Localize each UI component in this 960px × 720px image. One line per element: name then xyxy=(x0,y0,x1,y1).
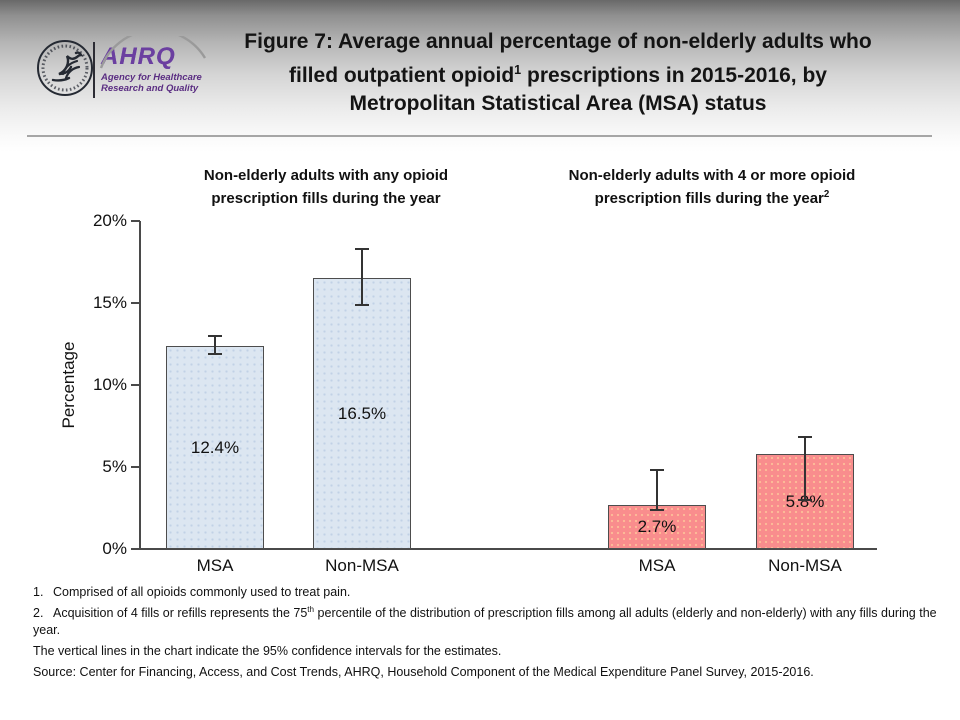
bar-value-label: 12.4% xyxy=(190,437,240,457)
figure-title-line1: Figure 7: Average annual percentage of n… xyxy=(244,30,872,53)
error-bar-cap-bottom xyxy=(798,498,812,501)
error-bar xyxy=(361,248,363,305)
bar-value-label: 5.8% xyxy=(785,491,825,511)
group-header-right: Non-elderly adults with 4 or more opioid… xyxy=(568,167,856,207)
header-gradient xyxy=(0,0,960,152)
y-tick-mark xyxy=(131,220,140,222)
logo-divider xyxy=(93,42,95,98)
y-tick-mark xyxy=(131,548,140,550)
bar-value-label: 2.7% xyxy=(637,517,677,536)
y-axis-line xyxy=(139,221,141,550)
error-bar xyxy=(214,335,216,354)
error-bar-cap-top xyxy=(208,334,222,337)
figure-title-line3: Metropolitan Statistical Area (MSA) stat… xyxy=(349,92,767,115)
bar-msa xyxy=(166,346,264,549)
header-divider xyxy=(27,135,932,137)
footnote-ref-1: 1 xyxy=(514,63,522,77)
bar-msa xyxy=(608,505,706,549)
y-tick-label: 10% xyxy=(92,375,127,394)
group-header-left: Non-elderly adults with any opioid presc… xyxy=(203,167,449,207)
error-bar xyxy=(804,437,806,500)
error-bar-cap-top xyxy=(650,469,664,472)
footnote-ref-2: 2 xyxy=(823,189,830,200)
error-bar-cap-bottom xyxy=(650,508,664,511)
ahrq-subtitle-line1: Agency for Healthcare xyxy=(101,72,202,83)
bar-non-msa xyxy=(313,278,411,549)
error-bar-cap-bottom xyxy=(355,303,369,306)
figure-title-line2: filled outpatient opioid1 prescriptions … xyxy=(289,63,827,87)
y-tick-mark xyxy=(131,302,140,304)
y-tick-mark xyxy=(131,384,140,386)
footnotes: 1. Comprised of all opioids commonly used… xyxy=(33,580,939,682)
error-bar-cap-top xyxy=(355,247,369,250)
y-tick-label: 15% xyxy=(92,293,127,312)
x-category-label: MSA xyxy=(638,556,676,575)
y-tick-mark xyxy=(131,466,140,468)
y-tick-label: 20% xyxy=(92,211,127,230)
y-tick-label: 0% xyxy=(102,539,127,558)
ahrq-subtitle-line2: Research and Quality xyxy=(101,83,199,94)
x-axis-line xyxy=(139,548,877,550)
x-category-label: MSA xyxy=(196,556,234,575)
y-tick-label: 5% xyxy=(102,457,127,476)
footnote-line: 1. Comprised of all opioids commonly used… xyxy=(33,585,351,600)
error-bar-cap-bottom xyxy=(208,352,222,355)
footnote-line: 2. Acquisition of 4 fills or refills repr… xyxy=(33,605,937,638)
ahrq-subtitle: Agency for Healthcare Research and Quali… xyxy=(101,72,221,94)
error-bar-cap-top xyxy=(798,436,812,439)
x-category-label: Non-MSA xyxy=(768,556,842,575)
figure-title: Figure 7: Average annual percentage of n… xyxy=(175,28,941,118)
footnote-line: The vertical lines in the chart indicate… xyxy=(33,644,502,659)
footnote-line: Source: Center for Financing, Access, an… xyxy=(33,665,814,680)
x-category-label: Non-MSA xyxy=(325,556,399,575)
hhs-seal-icon xyxy=(37,40,93,96)
error-bar xyxy=(656,470,658,510)
bar-value-label: 16.5% xyxy=(337,403,387,423)
